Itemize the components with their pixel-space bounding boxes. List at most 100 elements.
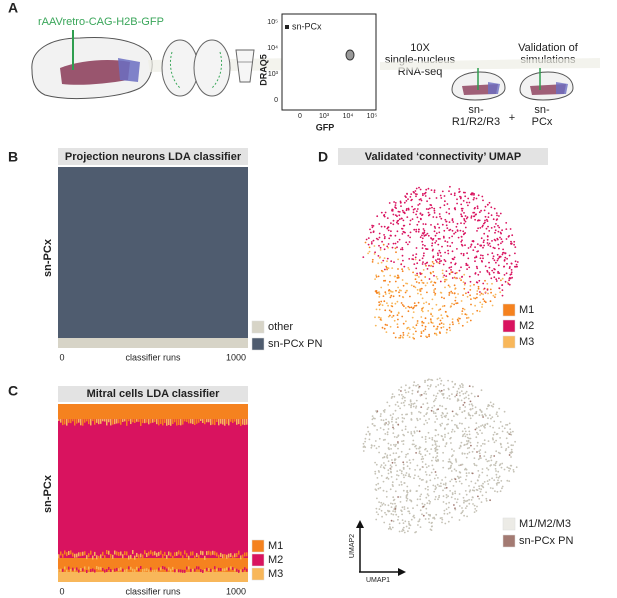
umap-dot (464, 507, 467, 509)
umap-dot (488, 479, 491, 481)
umap-dot (475, 436, 478, 439)
heatmap-streak (236, 568, 238, 572)
umap-dot (425, 234, 427, 236)
small-brains (451, 68, 574, 101)
umap-dot (432, 400, 435, 403)
umap-dot (394, 510, 397, 513)
umap-dot (392, 427, 395, 430)
umap-dot (492, 255, 495, 258)
heatmap-streak (74, 553, 76, 558)
heatmap-streak (118, 568, 120, 572)
umap-dot (409, 196, 412, 198)
umap-dot (414, 426, 417, 429)
umap-dot (496, 214, 498, 217)
umap-dot (421, 263, 424, 265)
umap-dot (455, 412, 458, 415)
heatmap-streak (150, 550, 152, 555)
umap-dot (430, 280, 433, 283)
umap-dot (454, 263, 456, 266)
umap-dot (483, 287, 486, 290)
umap-dot (434, 241, 437, 244)
heatmap-streak (212, 550, 214, 555)
umap-dot (445, 443, 448, 445)
umap-dot (500, 443, 502, 446)
umap-dot (431, 307, 434, 310)
umap-dot (394, 409, 397, 412)
umap-dot (432, 248, 434, 251)
umap-dot (380, 261, 383, 264)
umap-dot (394, 403, 397, 406)
umap-dot (374, 324, 377, 327)
heatmap-streak (78, 569, 80, 573)
umap-dot (384, 309, 387, 312)
umap-dot (426, 422, 429, 424)
umap-dot (476, 441, 479, 444)
umap-dot (448, 212, 451, 215)
umap-dot (480, 389, 483, 392)
heatmap-streak (222, 568, 224, 572)
umap-dot (396, 221, 398, 224)
umap-dot (453, 415, 455, 417)
umap-dot (387, 460, 390, 463)
umap-dot (471, 407, 474, 410)
umap-dot (418, 430, 421, 433)
umap-dot (471, 404, 474, 407)
umap-dot (432, 410, 435, 413)
umap-dot (405, 525, 408, 528)
umap-dot (490, 206, 493, 209)
umap-dot (416, 208, 419, 210)
umap-dot (484, 291, 487, 293)
umap-dot (497, 264, 500, 267)
heatmap-streak (166, 568, 168, 572)
umap-dot (435, 303, 438, 306)
umap-dot (375, 308, 378, 311)
umap-dot (362, 450, 365, 452)
umap-dot (379, 486, 382, 489)
heatmap-streak (116, 567, 118, 571)
umap-dot (464, 406, 467, 408)
heatmap-streak (170, 419, 172, 426)
umap-dot (384, 236, 386, 238)
heatmap-streak (144, 550, 146, 555)
umap-dot (497, 476, 500, 479)
umap-dot (503, 410, 506, 413)
umap-dot (411, 389, 414, 392)
umap-dot (474, 256, 476, 259)
heatmap-streak (136, 566, 138, 570)
umap-dot (435, 261, 438, 263)
umap-dot (491, 269, 494, 272)
umap-dot (436, 455, 439, 457)
umap-dot (427, 234, 430, 237)
umap-dot (375, 463, 378, 466)
facs-y-tick: 10⁵ (267, 19, 278, 26)
umap-dot (415, 324, 418, 327)
umap-dot (378, 301, 380, 304)
umap-dot (504, 280, 507, 283)
umap-dot (408, 306, 411, 309)
umap-dot (423, 252, 425, 255)
umap-dot (451, 419, 453, 422)
umap-dot (379, 505, 382, 508)
umap-dot (437, 258, 439, 260)
umap-dot (400, 302, 403, 304)
umap-dot (480, 501, 483, 503)
umap-dot (383, 234, 385, 236)
umap-dot (515, 263, 518, 266)
umap-dot (473, 194, 475, 196)
umap-dot (490, 404, 493, 407)
umap-dot (385, 265, 388, 268)
umap-dot (442, 483, 445, 486)
umap-dot (484, 219, 486, 222)
heatmap-streak (224, 554, 226, 559)
umap-dot (413, 327, 416, 330)
umap-dot (420, 316, 423, 318)
umap-dot (484, 423, 487, 426)
umap-dot (388, 280, 391, 283)
umap-dot (397, 423, 400, 426)
umap-dot (389, 314, 391, 317)
heatmap-streak (172, 566, 174, 570)
umap-dot (429, 501, 432, 503)
umap-dot (494, 229, 497, 232)
umap-dot (467, 394, 470, 397)
umap-dot (476, 451, 478, 453)
